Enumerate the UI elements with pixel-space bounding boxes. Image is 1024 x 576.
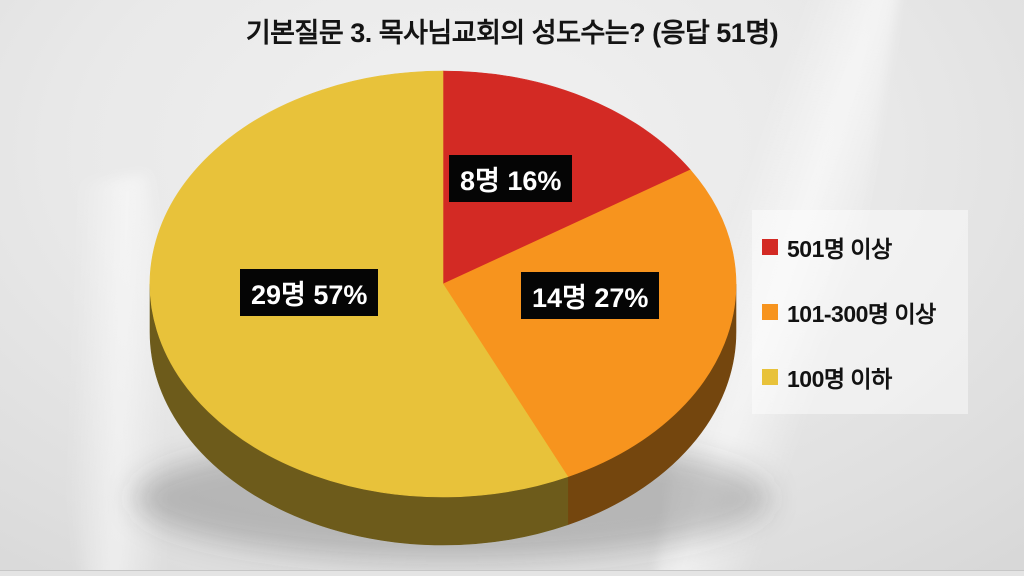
legend-swatch-orange	[762, 303, 778, 320]
legend-item-100-under: 100명 이하	[762, 360, 968, 394]
legend-item-101-300: 101-300명 이상	[762, 295, 968, 329]
legend-swatch-red	[762, 238, 778, 255]
legend-item-501-plus: 501명 이상	[762, 230, 968, 264]
data-label-501-plus: 8명 16%	[449, 155, 573, 202]
chart-title: 기본질문 3. 목사님교회의 성도수는? (응답 51명)	[245, 18, 779, 48]
pie-slice-1	[442, 169, 737, 478]
data-label-100-under: 29명 57%	[240, 269, 379, 316]
legend-swatch-yellow	[762, 369, 778, 386]
slide-footer-strip	[0, 570, 1024, 576]
legend: 501명 이상 101-300명 이상 100명 이하	[752, 210, 968, 414]
legend-label: 100명 이하	[787, 366, 892, 393]
legend-label: 101-300명 이상	[787, 300, 936, 327]
data-label-101-300: 14명 27%	[521, 272, 660, 319]
legend-label: 501명 이상	[787, 235, 892, 262]
